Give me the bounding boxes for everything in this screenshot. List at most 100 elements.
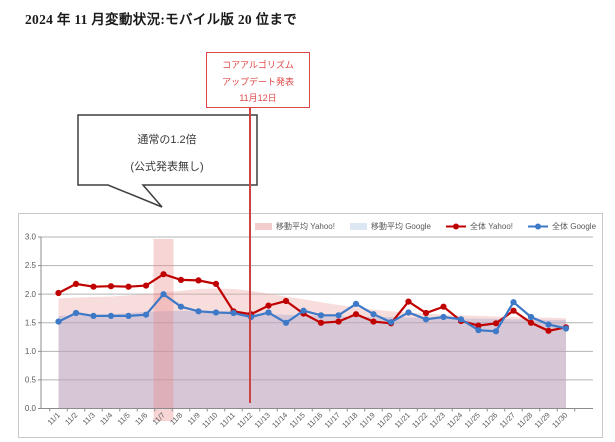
x-tick-label: 11/19 (358, 411, 377, 430)
data-point (475, 327, 482, 334)
x-tick-label: 11/14 (270, 411, 289, 430)
x-tick-label: 11/16 (305, 411, 324, 430)
x-tick-label: 11/2 (63, 411, 79, 427)
data-point (317, 319, 325, 326)
data-point (440, 313, 447, 321)
x-tick-label: 11/24 (445, 411, 464, 430)
data-point (125, 283, 132, 290)
x-tick-label: 11/21 (393, 411, 412, 430)
data-point (475, 322, 482, 329)
data-point (457, 316, 465, 323)
data-point (300, 307, 307, 314)
x-tick-label: 11/6 (133, 411, 149, 427)
page-title: 2024 年 11 月変動状況:モバイル版 20 位まで (25, 12, 298, 27)
data-point (422, 309, 430, 317)
data-point (72, 309, 80, 317)
chart-frame: 0.0 0.5 1.0 1.5 2.0 2.5 3.0 11/1 11/2 11/3 11/4 11/… (18, 213, 603, 438)
legend-label: 全体 Yahoo! (470, 222, 513, 231)
data-point (440, 303, 447, 310)
legend-line-swatch (446, 223, 467, 230)
moving-average-area (58, 310, 566, 409)
data-point (107, 312, 115, 319)
data-point (125, 312, 132, 319)
x-tick-label: 11/20 (375, 411, 394, 430)
y-tick-label: 1.0 (25, 347, 37, 356)
data-point (370, 311, 377, 318)
data-point (405, 309, 412, 316)
x-tick-label: 11/3 (81, 411, 97, 427)
x-tick-label: 11/23 (428, 411, 447, 430)
data-point (212, 280, 220, 287)
x-tick-label: 11/9 (186, 411, 202, 427)
data-point (317, 312, 325, 319)
y-tick-label: 2.5 (25, 261, 37, 270)
x-tick-label: 11/26 (480, 411, 499, 430)
data-point (55, 318, 62, 325)
data-point (160, 271, 167, 278)
data-point (492, 328, 500, 335)
y-tick-label: 0.5 (25, 376, 37, 385)
data-point (177, 303, 185, 310)
data-point (142, 311, 150, 318)
x-tick-label: 11/12 (235, 411, 254, 430)
x-tick-label: 11/5 (116, 411, 132, 427)
legend-item: 全体 Google (528, 221, 596, 232)
data-point (265, 302, 272, 309)
x-tick-label: 11/10 (200, 411, 219, 430)
data-point (72, 280, 80, 287)
legend-label: 移動平均 Google (370, 222, 432, 231)
x-tick-label: 11/11 (218, 411, 237, 430)
data-point (160, 291, 167, 298)
legend-item: 全体 Yahoo! (446, 221, 513, 232)
data-point (90, 283, 97, 290)
data-point (545, 327, 552, 334)
y-tick-label: 1.5 (25, 318, 37, 327)
legend-label: 移動平均 Yahoo! (276, 222, 335, 231)
x-tick-label: 11/27 (498, 411, 517, 430)
speech-bubble-outline (77, 114, 258, 208)
update-announcement-callout: コアアルゴリズム アップデート発表 11月12日 (206, 52, 310, 108)
data-point (370, 318, 377, 325)
legend-line-swatch (528, 223, 548, 230)
data-point (195, 308, 202, 315)
event-date-line (249, 108, 251, 403)
data-point (265, 309, 272, 316)
data-point (282, 297, 290, 305)
data-point (230, 309, 237, 317)
x-tick-label: 11/29 (533, 411, 552, 430)
data-point (212, 309, 220, 316)
data-point (90, 312, 97, 319)
data-point (282, 319, 290, 326)
data-point (510, 307, 517, 314)
data-point (107, 283, 115, 290)
legend-item: 移動平均 Google (349, 221, 432, 232)
legend-area-swatch (349, 223, 367, 230)
data-point (405, 298, 412, 305)
speech-bubble-line-2: (公式発表無し) (130, 159, 203, 173)
x-tick-label: 11/13 (253, 411, 272, 430)
data-point (142, 282, 150, 289)
x-tick-label: 11/15 (288, 411, 307, 430)
callout-line-1: コアアルゴリズム (222, 60, 294, 70)
highlight-band (153, 239, 174, 421)
chart-legend: 移動平均 Yahoo! 移動平均 Google 全体 Yahoo! 全体 Google (255, 221, 596, 232)
data-point (352, 300, 360, 307)
data-point (177, 276, 185, 283)
data-point (387, 319, 395, 326)
x-tick-label: 11/30 (550, 411, 569, 430)
x-tick-label: 11/17 (323, 411, 342, 430)
data-point (510, 299, 517, 306)
legend-item: 移動平均 Yahoo! (255, 221, 335, 232)
data-point (562, 325, 570, 332)
plot-svg: 0.00.51.01.52.02.53.011/1 11/2 11/3 11/4 11/… (25, 233, 593, 430)
data-point (545, 321, 552, 328)
x-tick-label: 11/4 (98, 411, 114, 427)
y-tick-label: 0.0 (25, 404, 37, 413)
y-tick-label: 3.0 (25, 233, 37, 242)
x-tick-label: 11/28 (515, 411, 534, 430)
speech-bubble: 通常の1.2倍 (公式発表無し) (77, 114, 258, 208)
data-point (527, 313, 535, 321)
data-point (527, 319, 535, 326)
callout-line-2: アップデート発表 (221, 76, 294, 87)
x-tick-label: 11/1 (46, 411, 62, 427)
